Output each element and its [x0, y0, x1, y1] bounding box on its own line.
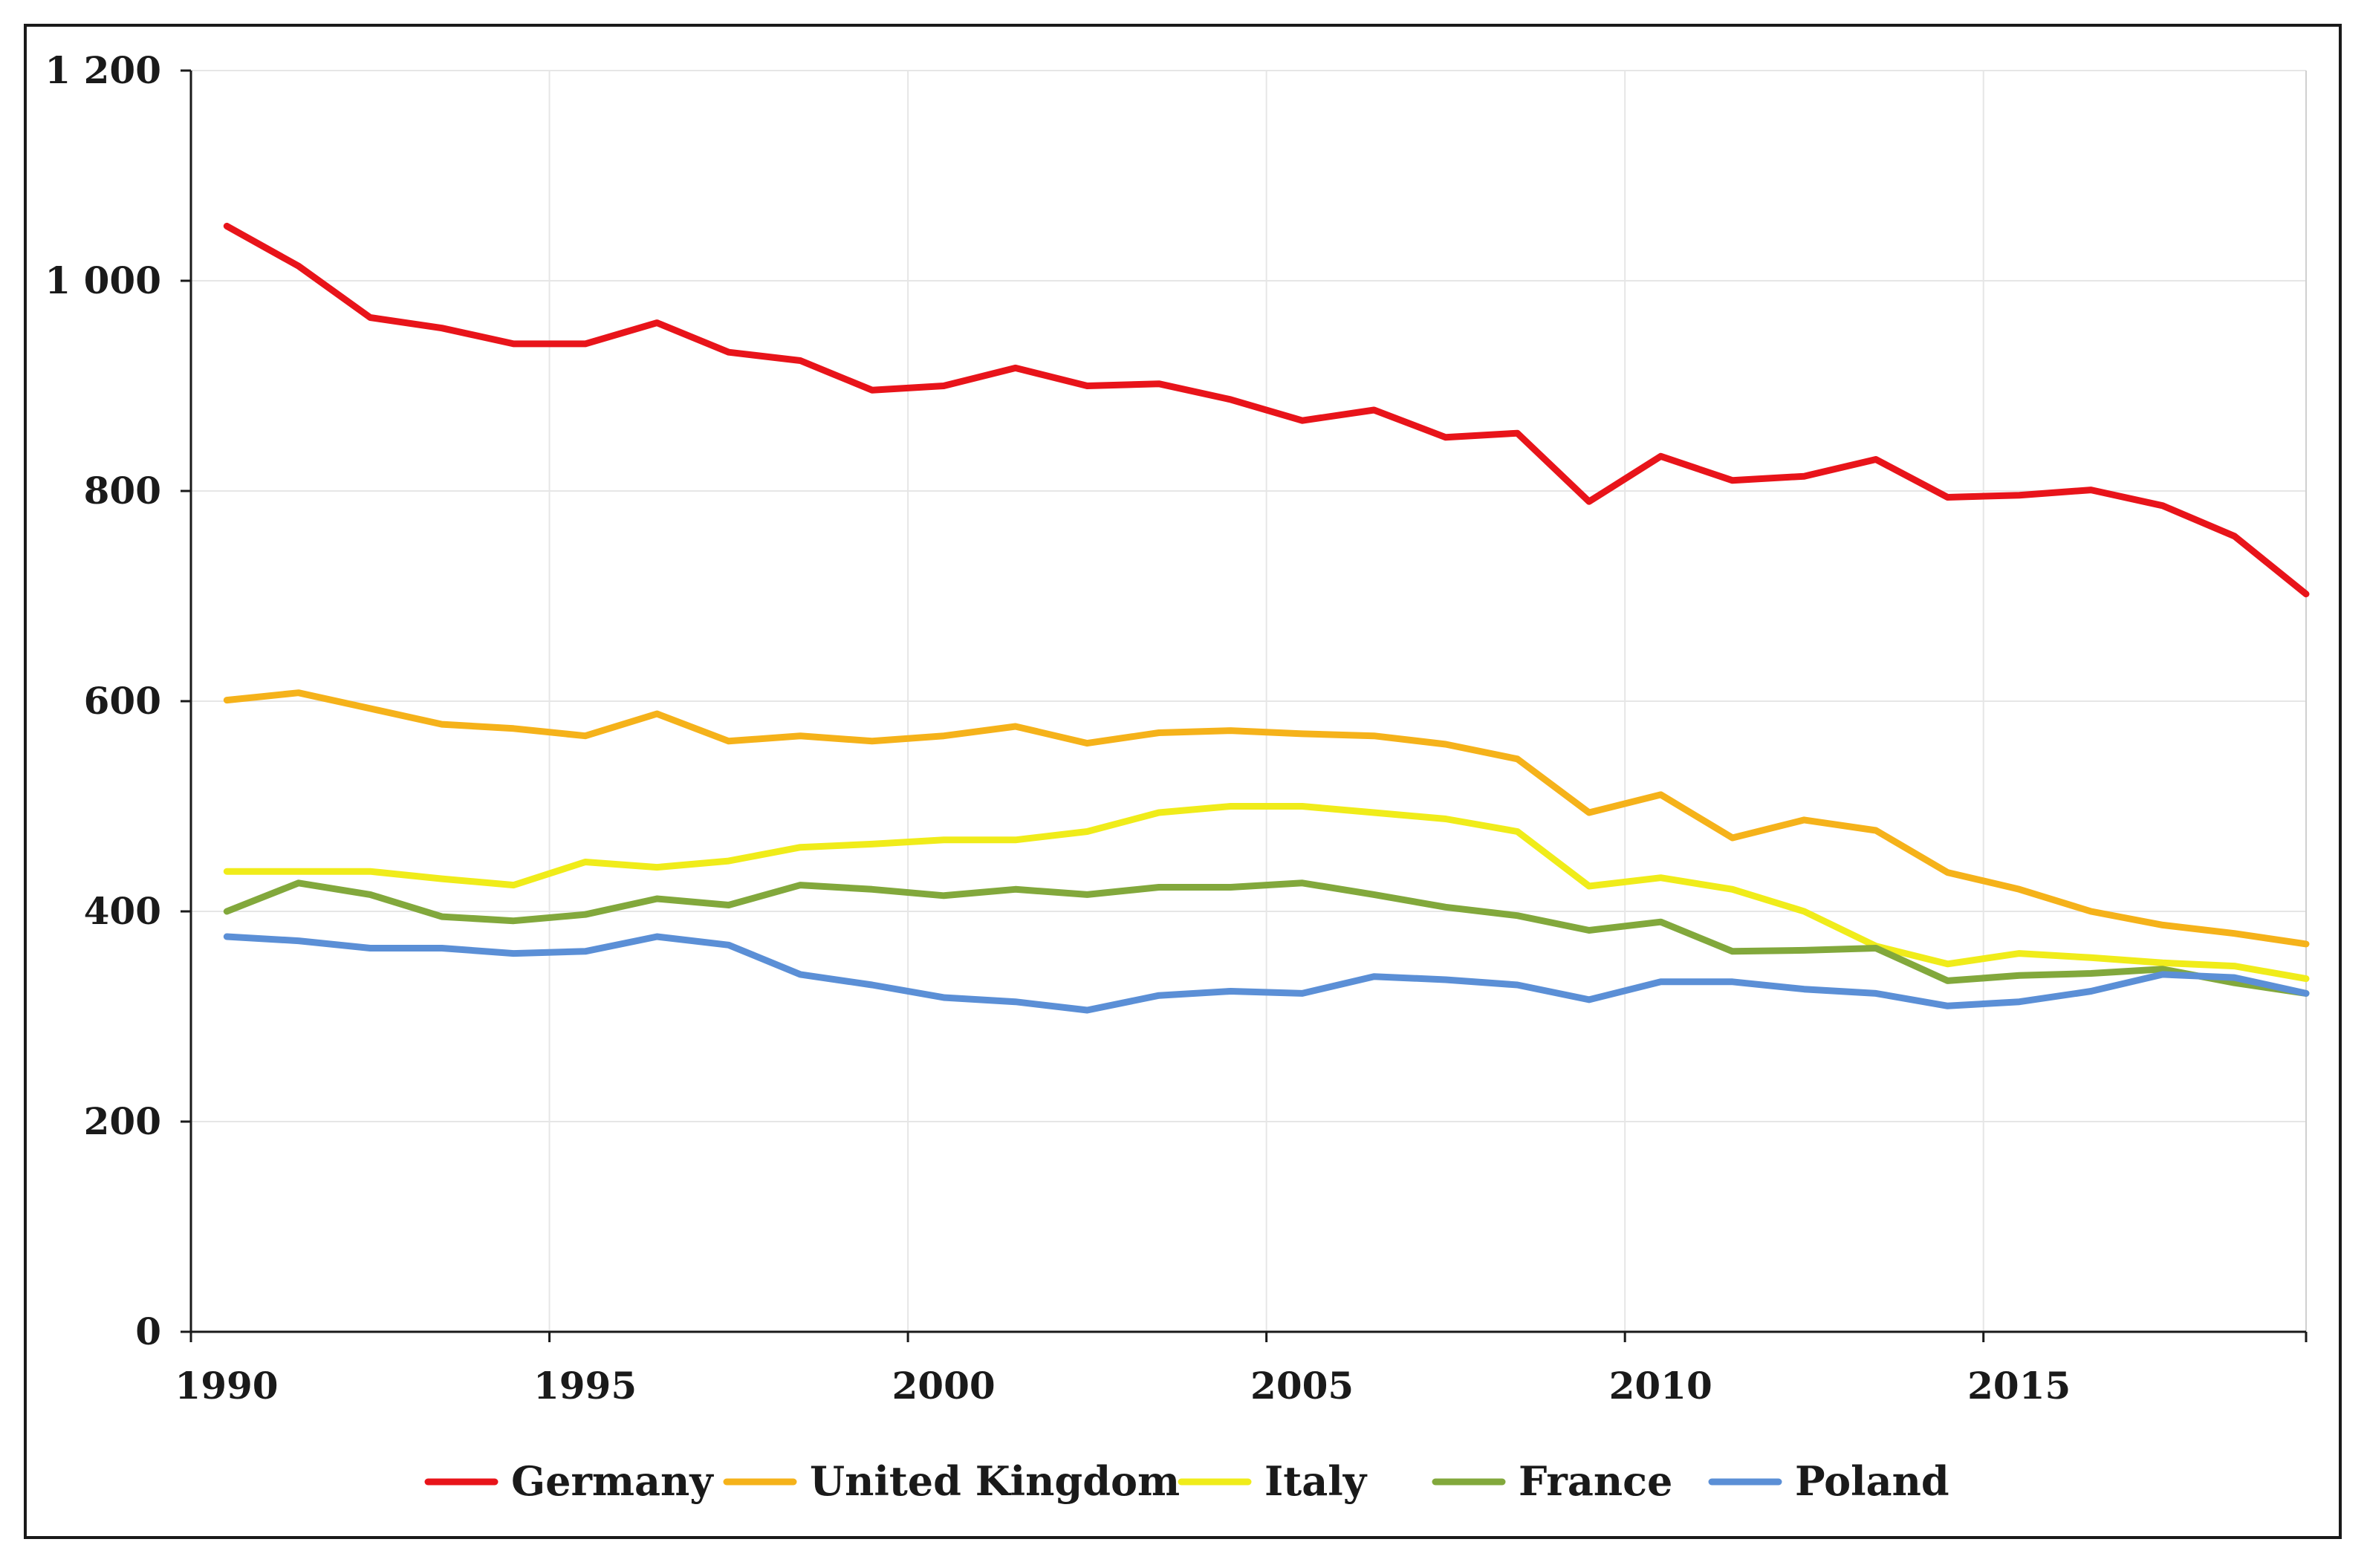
legend: Germany United Kingdom Italy France Poland [424, 1457, 1949, 1505]
y-tick-label: 0 [135, 1310, 161, 1353]
y-tick-label: 600 [84, 679, 161, 723]
chart-frame [24, 24, 2342, 1539]
series-line-united-kingdom [223, 689, 2310, 948]
axes [181, 69, 2308, 1342]
x-tick-label: 2005 [1250, 1364, 1354, 1408]
series-line-italy [223, 803, 2310, 983]
y-tick-label: 1 200 [45, 48, 161, 92]
x-tick-label: 2010 [1609, 1364, 1712, 1408]
legend-label-germany: Germany [511, 1457, 714, 1505]
legend-label-poland: Poland [1795, 1457, 1949, 1505]
y-tick-label: 800 [84, 469, 161, 513]
x-tick-label: 2000 [892, 1364, 995, 1408]
series-lines [223, 222, 2310, 1014]
legend-label-france: France [1519, 1457, 1672, 1505]
tick-labels: 0 200 400 600 800 1 000 1 200 1990 1995 2000 2005 2… [45, 48, 2071, 1408]
y-tick-label: 1 000 [45, 258, 161, 302]
x-tick-label: 1990 [175, 1364, 278, 1408]
y-tick-label: 400 [84, 889, 161, 933]
series-line-france [223, 879, 2310, 997]
gridlines [191, 70, 2307, 1332]
x-tick-label: 2015 [1967, 1364, 2071, 1408]
legend-label-united-kingdom: United Kingdom [810, 1457, 1180, 1505]
series-line-germany [223, 222, 2310, 598]
series-line-poland [223, 933, 2310, 1014]
y-tick-label: 200 [84, 1099, 161, 1143]
legend-label-italy: Italy [1264, 1457, 1368, 1505]
x-tick-label: 1995 [533, 1364, 637, 1408]
